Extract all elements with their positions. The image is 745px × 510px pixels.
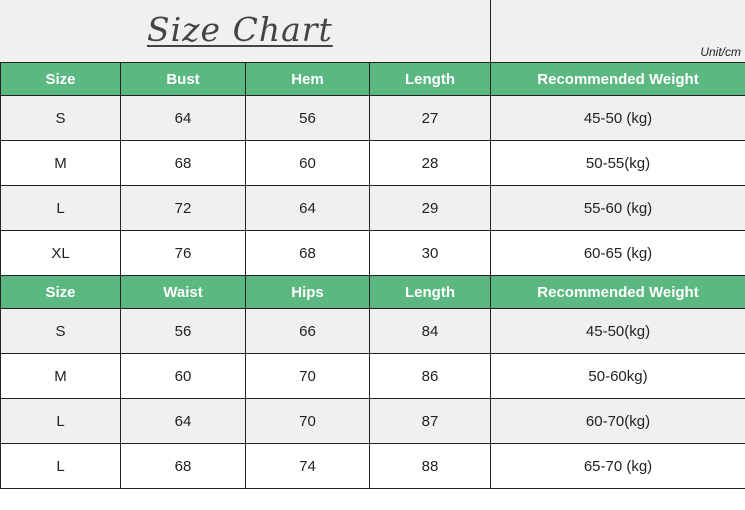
bottoms-cell-length: 87 [369, 398, 491, 444]
bottoms-cell-hips: 70 [245, 353, 370, 399]
tops-cell-size: XL [0, 230, 121, 276]
tops-cell-hem: 68 [245, 230, 370, 276]
tops-header-hem: Hem [245, 62, 370, 96]
tops-cell-bust: 76 [120, 230, 246, 276]
tops-cell-length: 27 [369, 95, 491, 141]
tops-header-weight: Recommended Weight [490, 62, 745, 96]
tops-table-row: S 64 56 27 45-50 (kg) [0, 95, 745, 141]
bottoms-header-weight: Recommended Weight [490, 275, 745, 309]
bottoms-cell-waist: 64 [120, 398, 246, 444]
bottoms-cell-size: S [0, 308, 121, 354]
unit-label: Unit/cm [700, 45, 741, 59]
tops-header-size: Size [0, 62, 121, 96]
bottoms-cell-weight: 65-70 (kg) [490, 443, 745, 489]
tops-cell-hem: 56 [245, 95, 370, 141]
bottoms-cell-hips: 70 [245, 398, 370, 444]
bottoms-header-hips: Hips [245, 275, 370, 309]
title-cell: Size Chart [0, 0, 490, 62]
tops-table-row: M 68 60 28 50-55(kg) [0, 140, 745, 186]
bottoms-cell-waist: 60 [120, 353, 246, 399]
bottoms-table-row: S 56 66 84 45-50(kg) [0, 308, 745, 354]
bottoms-header-row: Size Waist Hips Length Recommended Weight [0, 275, 745, 309]
bottoms-table-row: L 64 70 87 60-70(kg) [0, 398, 745, 444]
tops-header-row: Size Bust Hem Length Recommended Weight [0, 62, 745, 96]
bottoms-cell-size: L [0, 443, 121, 489]
bottoms-cell-weight: 50-60kg) [490, 353, 745, 399]
bottoms-table-row: M 60 70 86 50-60kg) [0, 353, 745, 399]
size-table: Size Bust Hem Length Recommended Weight S 64 56… [0, 62, 745, 489]
bottoms-header-size: Size [0, 275, 121, 309]
tops-cell-hem: 60 [245, 140, 370, 186]
bottoms-cell-length: 86 [369, 353, 491, 399]
bottoms-header-length: Length [369, 275, 491, 309]
tops-table-row: L 72 64 29 55-60 (kg) [0, 185, 745, 231]
tops-cell-hem: 64 [245, 185, 370, 231]
bottoms-cell-weight: 60-70(kg) [490, 398, 745, 444]
bottoms-cell-hips: 74 [245, 443, 370, 489]
size-chart-title: Size Chart [147, 10, 333, 49]
bottoms-cell-weight: 45-50(kg) [490, 308, 745, 354]
bottoms-cell-size: M [0, 353, 121, 399]
title-row: Size Chart Unit/cm [0, 0, 745, 62]
bottoms-cell-hips: 66 [245, 308, 370, 354]
bottoms-cell-waist: 56 [120, 308, 246, 354]
bottoms-header-waist: Waist [120, 275, 246, 309]
tops-cell-bust: 72 [120, 185, 246, 231]
tops-cell-length: 28 [369, 140, 491, 186]
tops-cell-weight: 50-55(kg) [490, 140, 745, 186]
bottoms-cell-size: L [0, 398, 121, 444]
tops-cell-bust: 68 [120, 140, 246, 186]
tops-cell-weight: 45-50 (kg) [490, 95, 745, 141]
unit-cell: Unit/cm [490, 0, 745, 62]
tops-cell-size: S [0, 95, 121, 141]
tops-header-length: Length [369, 62, 491, 96]
tops-cell-weight: 55-60 (kg) [490, 185, 745, 231]
tops-table-row: XL 76 68 30 60-65 (kg) [0, 230, 745, 276]
tops-cell-size: L [0, 185, 121, 231]
tops-cell-weight: 60-65 (kg) [490, 230, 745, 276]
tops-cell-length: 29 [369, 185, 491, 231]
bottoms-cell-waist: 68 [120, 443, 246, 489]
bottoms-cell-length: 88 [369, 443, 491, 489]
bottoms-table-row: L 68 74 88 65-70 (kg) [0, 443, 745, 489]
bottoms-cell-length: 84 [369, 308, 491, 354]
tops-header-bust: Bust [120, 62, 246, 96]
tops-cell-length: 30 [369, 230, 491, 276]
tops-cell-size: M [0, 140, 121, 186]
tops-cell-bust: 64 [120, 95, 246, 141]
